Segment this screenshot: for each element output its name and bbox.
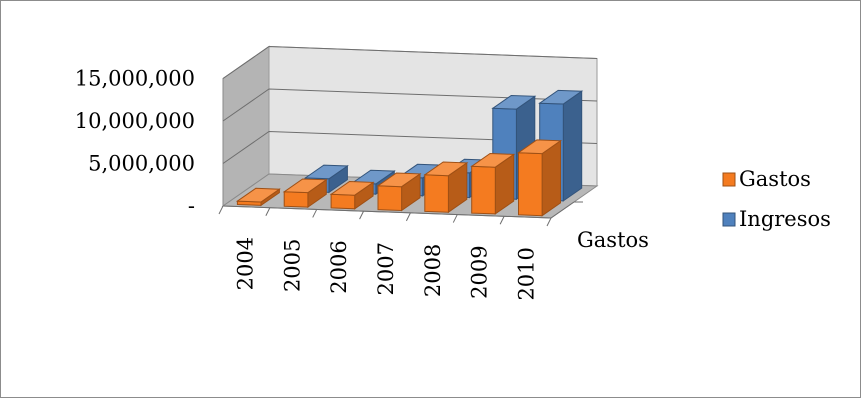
gridline <box>222 130 598 164</box>
x-tick-label: 2010 <box>515 247 539 300</box>
x-tick-label: 2008 <box>421 244 445 297</box>
x-tick <box>405 212 411 222</box>
legend: Gastos Ingresos <box>722 167 831 231</box>
y-tick-label: 15,000,000 <box>75 67 195 91</box>
bar-gastos-2005 <box>282 178 328 209</box>
legend-label-gastos: Gastos <box>739 167 811 191</box>
x-tick <box>499 216 505 225</box>
gridline <box>222 45 598 79</box>
bar-gastos-2006 <box>329 180 375 210</box>
x-tick <box>359 210 365 220</box>
bar-gastos-2007 <box>376 172 422 212</box>
gastos-bars <box>235 139 563 217</box>
y-tick-label: 5,000,000 <box>88 152 195 176</box>
x-tick <box>312 209 318 218</box>
gridlines <box>222 45 598 164</box>
x-axis-line <box>222 205 552 219</box>
x-tick <box>265 207 271 216</box>
y-axis-tick-labels: - 5,000,000 10,000,000 15,000,000 <box>75 67 195 219</box>
x-tick-label: 2007 <box>374 242 398 295</box>
x-tick-label: 2009 <box>468 245 492 298</box>
x-axis-tick-labels: 2004 2005 2006 2007 2008 2009 2010 <box>218 201 583 301</box>
legend-swatch-gastos <box>722 172 736 187</box>
x-tick <box>452 214 458 223</box>
legend-swatch-ingresos <box>722 212 736 227</box>
x-tick-label: 2005 <box>280 239 304 292</box>
depth-axis-line <box>550 201 575 219</box>
bar-gastos-2008 <box>423 161 469 214</box>
x-tick-label: 2006 <box>327 240 351 293</box>
x-tick-label: 2004 <box>233 237 257 290</box>
bar-gastos-2004 <box>235 187 281 207</box>
legend-label-ingresos: Ingresos <box>739 207 831 231</box>
gridline <box>222 88 598 122</box>
depth-axis-label: Gastos <box>577 228 649 252</box>
bar-gastos-2010 <box>516 139 563 217</box>
y-tick-label: 10,000,000 <box>75 109 195 133</box>
y-tick-label: - <box>188 194 195 218</box>
x-tick <box>218 205 224 215</box>
bar-gastos-2009 <box>470 152 516 215</box>
